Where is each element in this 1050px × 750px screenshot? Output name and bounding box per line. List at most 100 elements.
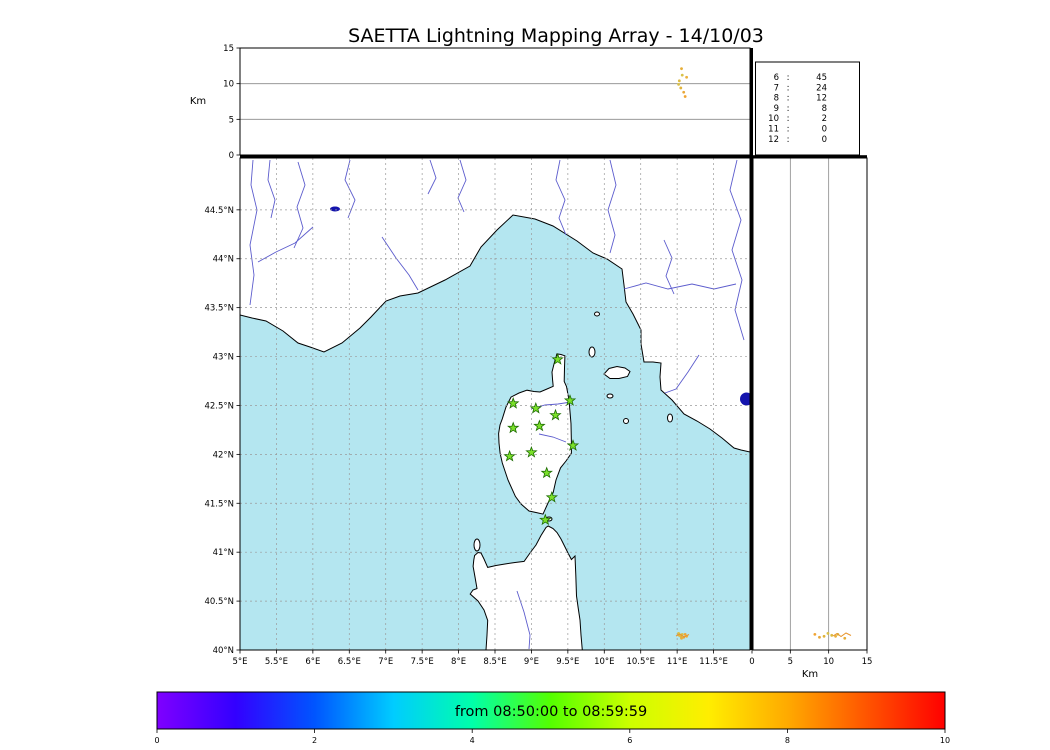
colorbar-tick-label: 6 — [627, 736, 632, 745]
lat-tick-label: 42°N — [213, 450, 234, 460]
lightning-point — [682, 90, 686, 94]
lon-tick-label: 6°E — [305, 657, 320, 667]
lightning-point — [830, 633, 834, 637]
stat-row-count: 24 — [816, 83, 827, 93]
lon-tick-label: 6.5°E — [338, 657, 361, 667]
lightning-point — [680, 636, 683, 640]
lat-tick-label: 40.5°N — [204, 597, 234, 607]
alt-lat-tick-label: 10 — [823, 657, 834, 667]
coastline-corsica — [498, 353, 572, 515]
station-marker — [566, 439, 580, 451]
station-count-rows: 6:457:248:129:810:211:012:0 — [768, 73, 827, 145]
lightning-trace-right — [832, 632, 852, 638]
stat-row-colon: : — [787, 83, 790, 93]
alt-tick-label: 5 — [229, 115, 234, 125]
station-marker — [545, 490, 559, 503]
axis-ticks — [236, 47, 868, 654]
lightning-point — [680, 67, 683, 71]
alt-lat-tick-label: 5 — [788, 657, 793, 667]
lightning-point — [822, 634, 826, 638]
stat-row-count: 2 — [822, 114, 827, 124]
time-colorbar — [156, 691, 946, 730]
station-marker — [503, 449, 516, 462]
alt-panel-frame — [239, 47, 751, 156]
stat-row-stations: 11 — [768, 125, 779, 135]
lightning-point — [683, 632, 687, 636]
lightning-point — [834, 634, 837, 638]
map-gridlines — [239, 158, 750, 651]
stat-row-stations: 7 — [774, 83, 779, 93]
island-montecristo — [623, 418, 629, 424]
lon-tick-label: 10.5°E — [626, 657, 655, 667]
island-asinara — [473, 538, 481, 552]
island-pianosa — [606, 393, 614, 399]
stat-row-stations: 9 — [774, 104, 779, 114]
lightning-point — [826, 631, 830, 635]
lightning-point — [677, 82, 680, 86]
alt-tick-label: 10 — [223, 80, 234, 90]
coastline-continent — [240, 158, 750, 453]
station-count-panel-frame — [755, 61, 860, 156]
colorbar-tick-label: 4 — [470, 736, 475, 745]
colorbar-tick-label: 2 — [312, 736, 317, 745]
map-features — [240, 158, 750, 650]
stat-row-colon: : — [787, 73, 790, 83]
lon-tick-label: 9°E — [524, 657, 539, 667]
stat-row-count: 12 — [816, 94, 827, 104]
station-marker — [533, 419, 546, 432]
lon-tick-label: 11°E — [667, 657, 687, 667]
alt-lat-tick-label: 0 — [749, 657, 754, 667]
station-marker — [551, 353, 564, 365]
stat-row-stations: 6 — [774, 73, 779, 83]
lon-tick-label: 8°E — [451, 657, 466, 667]
lightning-trace-map — [675, 633, 690, 638]
lightning-point — [677, 79, 681, 83]
stat-row-colon: : — [787, 114, 790, 124]
station-marker — [525, 445, 538, 458]
island-elba — [603, 365, 631, 379]
lightning-point — [683, 95, 687, 98]
stat-row-count: 45 — [816, 73, 827, 83]
alt-lat-tick-label: 15 — [862, 657, 873, 667]
lat-tick-label: 41.5°N — [204, 499, 234, 509]
coastline-sardinia — [469, 525, 583, 650]
lon-tick-label: 7.5°E — [411, 657, 434, 667]
lat-tick-label: 40°N — [213, 646, 234, 656]
lightning-point — [843, 636, 847, 640]
lat-tick-label: 44.5°N — [204, 206, 234, 216]
lat-tick-label: 42.5°N — [204, 401, 234, 411]
lat-tick-label: 44°N — [213, 255, 234, 265]
stat-row-colon: : — [787, 94, 790, 104]
lake-serre-poncon — [330, 206, 340, 212]
lightning-point — [680, 73, 684, 77]
rivers — [249, 159, 745, 650]
lat-tick-label: 43°N — [213, 353, 234, 363]
axis-tick-labels: 5°E 5.5°E 6°E 6.5°E 7°E 7.5°E 8°E 8.5°E 9°E 9.5°E… — [204, 44, 872, 667]
divider-horizontal — [240, 155, 867, 159]
lon-tick-label: 5°E — [232, 657, 247, 667]
colorbar-ticks: 0 2 4 6 8 10 — [154, 729, 950, 745]
lightning-point — [813, 632, 817, 636]
station-marker — [539, 513, 552, 526]
stat-row-colon: : — [787, 135, 790, 145]
alt-panel-gridlines — [240, 83, 750, 120]
figure-title: SAETTA Lightning Mapping Array - 14/10/0… — [348, 25, 764, 47]
stat-row-stations: 8 — [774, 94, 779, 104]
colorbar-tick-label: 8 — [785, 736, 790, 745]
alt-lat-axis-label: Km — [802, 669, 818, 680]
alt-tick-label: 15 — [223, 44, 234, 54]
stat-row-stations: 12 — [768, 135, 779, 145]
alt-lat-panel-frame — [752, 157, 868, 651]
lightning-point — [679, 86, 683, 90]
lightning-point — [685, 75, 689, 79]
lightning-point — [818, 635, 821, 639]
stat-row-colon: : — [787, 125, 790, 135]
station-marker — [529, 401, 542, 414]
lat-tick-label: 41°N — [213, 548, 234, 558]
stat-row-count: 0 — [822, 125, 827, 135]
alt-axis-label: Km — [190, 96, 206, 107]
lon-tick-label: 7°E — [378, 657, 393, 667]
stat-row-count: 0 — [822, 135, 827, 145]
